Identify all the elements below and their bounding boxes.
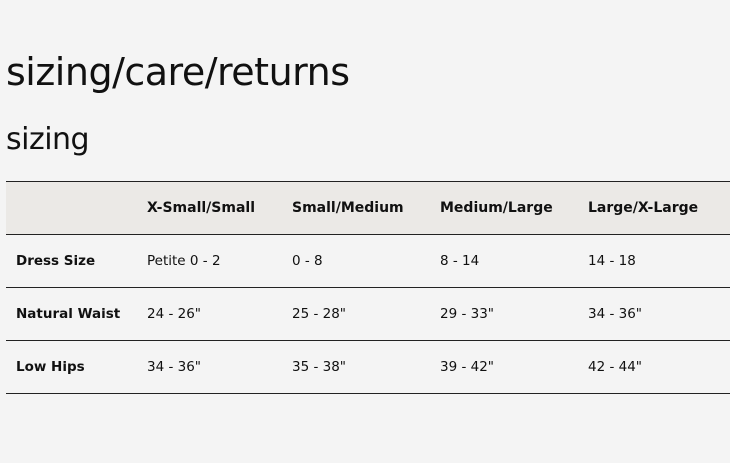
table-cell: 34 - 36"	[147, 340, 292, 394]
table-cell: 14 - 18	[588, 234, 730, 288]
row-label: Dress Size	[6, 234, 147, 288]
section-title: sizing	[6, 122, 90, 157]
table-cell: 42 - 44"	[588, 340, 730, 394]
size-chart-table: X-Small/Small Small/Medium Medium/Large …	[6, 181, 730, 394]
header-cell	[6, 181, 147, 235]
table-cell: 8 - 14	[440, 234, 588, 288]
page-title: sizing/care/returns	[6, 50, 350, 94]
table-cell: 24 - 26"	[147, 287, 292, 341]
row-label: Natural Waist	[6, 287, 147, 341]
table-cell: 35 - 38"	[292, 340, 440, 394]
header-cell: Small/Medium	[292, 181, 440, 235]
table-cell: Petite 0 - 2	[147, 234, 292, 288]
table-header-row: X-Small/Small Small/Medium Medium/Large …	[6, 181, 730, 235]
table-row: Dress Size Petite 0 - 2 0 - 8 8 - 14 14 …	[6, 234, 730, 288]
table-cell: 39 - 42"	[440, 340, 588, 394]
header-cell: Medium/Large	[440, 181, 588, 235]
table-row: Low Hips 34 - 36" 35 - 38" 39 - 42" 42 -…	[6, 340, 730, 394]
header-cell: Large/X-Large	[588, 181, 730, 235]
header-cell: X-Small/Small	[147, 181, 292, 235]
table-cell: 0 - 8	[292, 234, 440, 288]
row-label: Low Hips	[6, 340, 147, 394]
table-row: Natural Waist 24 - 26" 25 - 28" 29 - 33"…	[6, 287, 730, 341]
table-cell: 34 - 36"	[588, 287, 730, 341]
table-cell: 29 - 33"	[440, 287, 588, 341]
table-cell: 25 - 28"	[292, 287, 440, 341]
